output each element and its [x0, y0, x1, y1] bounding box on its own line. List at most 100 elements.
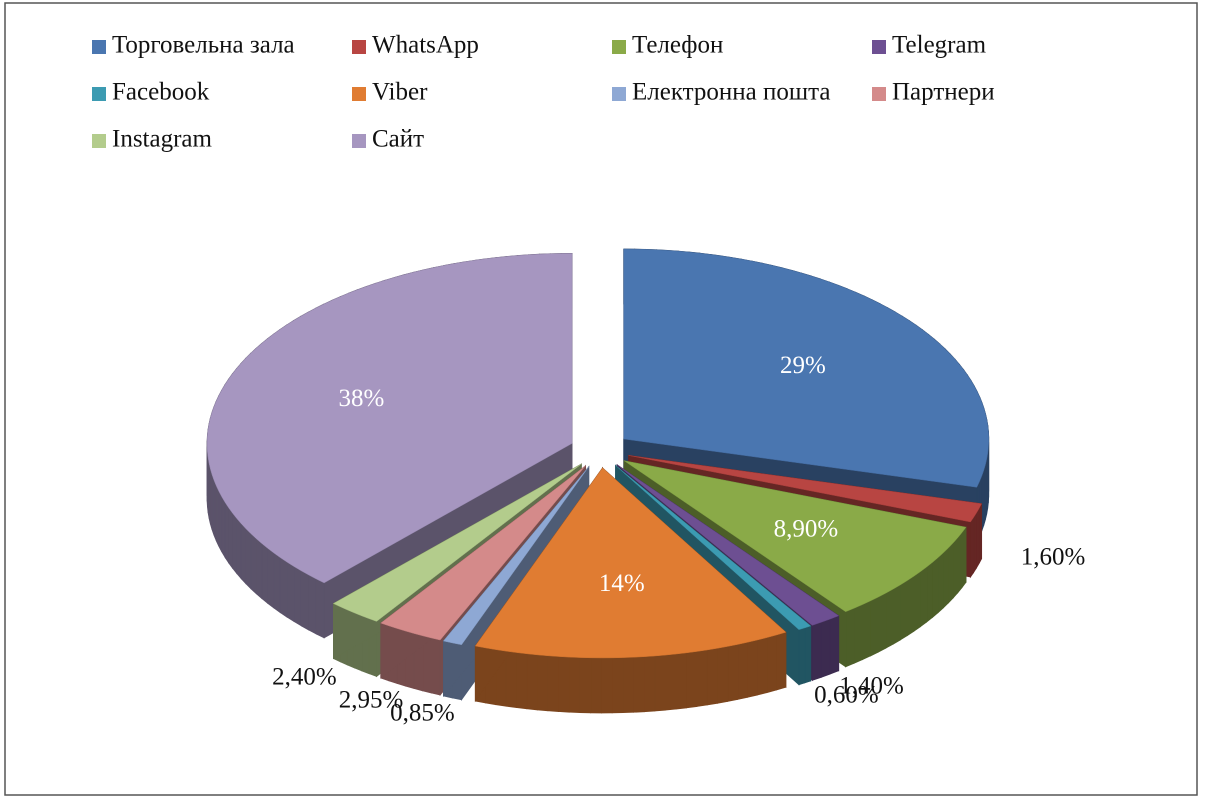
slice-side — [920, 566, 928, 628]
slice-side — [308, 574, 317, 635]
slice-top — [206, 253, 573, 584]
slice-side — [293, 565, 302, 627]
slice-side — [943, 546, 949, 609]
slice-side — [900, 579, 908, 641]
slice-side — [737, 641, 748, 700]
slice-side — [221, 495, 226, 559]
slice-side — [218, 491, 223, 553]
slice-top — [474, 467, 787, 659]
slice-side — [727, 643, 739, 702]
data-label: 14% — [599, 570, 645, 597]
slice-top — [628, 455, 983, 523]
slice-top — [380, 465, 586, 641]
slice-top — [442, 466, 589, 646]
legend-swatch — [352, 134, 366, 148]
slice-side — [820, 618, 831, 678]
slice-side — [273, 552, 281, 614]
slice-side — [696, 649, 708, 707]
legend-label: Facebook — [112, 79, 210, 106]
data-label: 1,40% — [839, 673, 904, 700]
slice-side — [515, 652, 528, 710]
slice-side — [430, 637, 441, 696]
data-label: 38% — [338, 385, 384, 412]
legend-swatch — [872, 87, 886, 101]
slice-side — [845, 607, 855, 668]
slice-side — [973, 511, 977, 574]
slice-side — [240, 522, 247, 585]
slice-side — [870, 596, 879, 657]
legend-label: Телефон — [632, 32, 723, 59]
slice-side — [892, 584, 901, 645]
slice-side — [766, 634, 777, 694]
slice-side — [654, 654, 666, 712]
slice-side — [536, 654, 549, 712]
legend-swatch — [92, 40, 106, 54]
slice-side — [961, 526, 967, 589]
slice-top — [616, 464, 840, 626]
pie-slice — [474, 466, 787, 714]
slice-side — [853, 604, 863, 664]
data-label: 0,60% — [814, 681, 879, 708]
slice-side — [286, 561, 295, 623]
slice-side — [804, 625, 812, 684]
slice-side — [877, 592, 887, 653]
slice-side — [747, 639, 758, 698]
slice-side — [885, 588, 894, 649]
legend-label: Партнери — [892, 79, 995, 106]
slice-side — [665, 653, 677, 711]
legend-swatch — [92, 87, 106, 101]
slice-side — [829, 615, 840, 675]
slice-side — [861, 600, 871, 661]
slice-side — [926, 561, 933, 623]
slice-side — [236, 517, 242, 580]
slice-side — [300, 570, 309, 631]
slice-side — [224, 500, 229, 565]
slice-top — [332, 463, 582, 622]
legend-swatch — [612, 87, 626, 101]
slice-top — [623, 248, 989, 488]
legend-swatch — [352, 40, 366, 54]
slice-side — [717, 645, 729, 704]
slice-side — [776, 631, 787, 691]
slice-side — [633, 656, 645, 713]
data-label: 0,85% — [390, 699, 455, 726]
data-label: 2,40% — [272, 663, 337, 690]
slice-side — [250, 532, 257, 595]
slice-side — [526, 653, 538, 711]
slice-side — [811, 621, 822, 681]
legend-label: Viber — [372, 79, 428, 106]
slice-side — [976, 506, 980, 570]
slice-side — [267, 547, 275, 609]
slice-side — [948, 541, 954, 604]
slice-side — [957, 531, 963, 594]
data-label: 29% — [780, 352, 826, 379]
slice-side — [622, 656, 634, 714]
slice-side — [579, 657, 592, 714]
slice-side — [261, 542, 269, 605]
slice-side — [228, 506, 233, 570]
slice-side — [937, 551, 944, 614]
slice-side — [600, 657, 613, 714]
slice-side — [798, 627, 806, 686]
data-label: 8,90% — [774, 516, 839, 543]
legend-label: Telegram — [892, 32, 987, 59]
legend-swatch — [352, 87, 366, 101]
slice-side — [590, 657, 602, 714]
legend-label: Електронна пошта — [632, 79, 830, 106]
slice-side — [913, 570, 921, 632]
slice-side — [255, 537, 263, 600]
legend-swatch — [92, 134, 106, 148]
slice-side — [643, 655, 656, 713]
slice-top — [623, 460, 967, 612]
slice-side — [970, 516, 975, 579]
data-label: 1,60% — [1021, 543, 1086, 570]
slice-top — [615, 465, 812, 630]
slice-side — [279, 556, 288, 618]
slice-side — [611, 657, 624, 714]
slice-side — [932, 556, 939, 619]
slice-side — [232, 511, 237, 575]
legend-label: Торговельна зала — [112, 32, 295, 59]
slice-side — [686, 651, 698, 709]
slice-side — [558, 656, 570, 713]
